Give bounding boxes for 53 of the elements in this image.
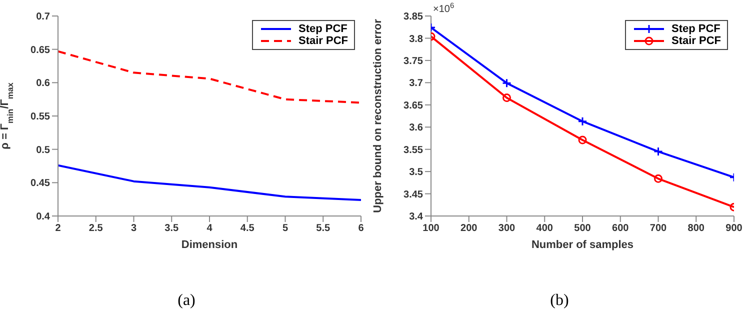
x-tick-label: 200	[460, 223, 478, 234]
point	[578, 136, 587, 144]
x-tick-label: 100	[422, 223, 440, 234]
point	[502, 94, 511, 102]
x-tick-label: 500	[574, 223, 592, 234]
x-tick-label: 600	[612, 223, 630, 234]
legend-label: Stair PCF	[298, 35, 348, 47]
y-tick-label: 3.4	[409, 212, 424, 223]
y-tick-label: 0.4	[36, 212, 50, 223]
x-tick-label: 2	[55, 223, 62, 234]
x-tick-label: 800	[688, 223, 705, 234]
y-tick-label: 3.75	[404, 56, 424, 67]
y-tick-label: 3.55	[404, 144, 424, 156]
legend-label: Step PCF	[671, 23, 720, 35]
text: ×10$^{6}$	[433, 0, 454, 15]
y-tick-label: 3.8	[409, 34, 424, 45]
y-tick-label: 3.7	[409, 78, 424, 90]
x-tick-label: 2.5	[88, 223, 104, 234]
x-axis-title: Number of samples	[531, 239, 634, 251]
y-tick-label: 3.85	[404, 12, 424, 23]
x-tick-label: 3	[130, 223, 137, 234]
x-tick-label: 5	[282, 223, 288, 234]
y-tick-label: 0.55	[30, 112, 50, 123]
x-tick-label: 400	[536, 223, 554, 234]
x-tick-label: 900	[726, 223, 743, 234]
y-tick-label: 0.6	[36, 78, 50, 90]
x-tick-label: 300	[498, 223, 516, 234]
x-tick-label: 4	[206, 223, 213, 234]
point	[654, 174, 662, 183]
y-tick-label: 3.45	[404, 189, 424, 200]
y-tick-label: 0.65	[30, 44, 50, 56]
text: (b)	[549, 292, 570, 310]
y-tick-label: 0.45	[30, 178, 50, 190]
legend-label: Stair PCF	[671, 35, 721, 47]
x-tick-label: 3.5	[164, 223, 180, 234]
y-tick-label: 3.65	[404, 100, 424, 112]
line-series	[58, 50, 361, 104]
line-series	[58, 164, 361, 201]
y-tick-label: 3.6	[409, 122, 424, 134]
point	[502, 78, 512, 88]
text: (a)	[176, 292, 196, 310]
y-tick-label: 3.5	[409, 167, 424, 178]
x-tick-label: 4.5	[240, 223, 255, 234]
legend-label: Step PCF	[298, 23, 348, 35]
x-tick-label: 700	[650, 223, 668, 234]
x-tick-label: 5.5	[316, 223, 331, 234]
y-tick-label: 0.7	[36, 12, 50, 23]
point	[654, 146, 663, 156]
y-axis-title: Upper bound on reconstruction error	[372, 18, 384, 213]
x-tick-label: 6	[358, 223, 364, 234]
x-axis-title: Dimension	[181, 239, 238, 251]
point	[578, 116, 588, 126]
y-tick-label: 0.5	[36, 144, 50, 156]
